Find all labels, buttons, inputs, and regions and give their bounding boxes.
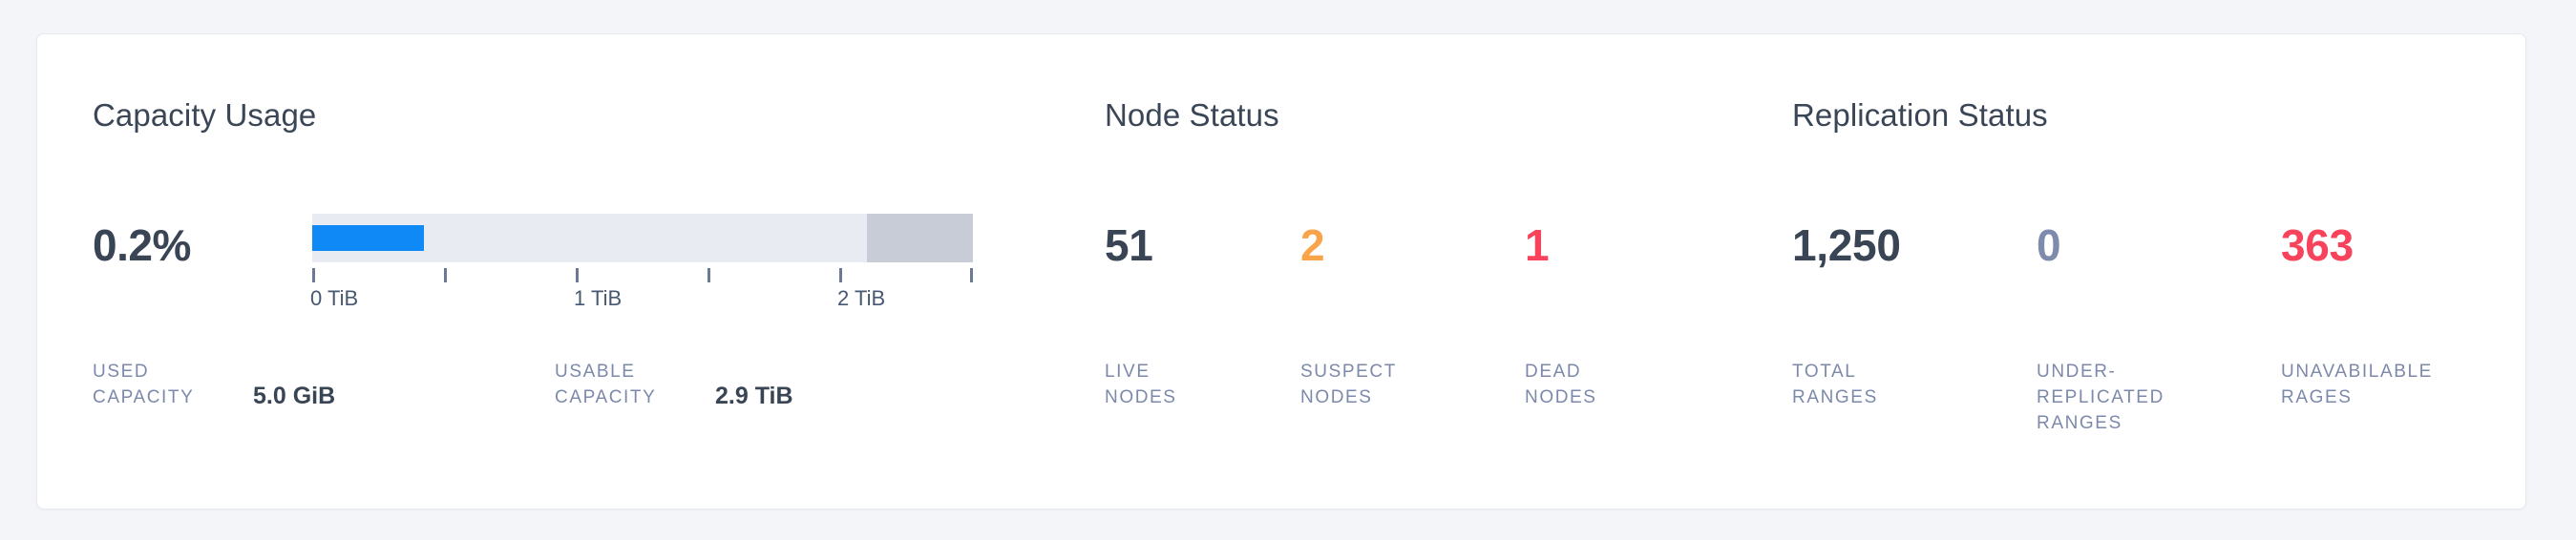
capacity-usage-bar: 0 TiB 1 TiB 2 TiB (310, 214, 973, 311)
replication-status-title: Replication Status (1792, 97, 2048, 133)
cluster-summary-card: Capacity Usage 0.2% (36, 33, 2526, 509)
axis-tick-label: 2 TiB (837, 286, 886, 310)
capacity-usage-stats: USED CAPACITY 5.0 GiB USABLE CAPACITY 2.… (93, 359, 1047, 473)
used-capacity-stat: USED CAPACITY 5.0 GiB (93, 359, 335, 410)
node-status-section: Node Status 51 2 1 LIVE NODES SUSPECT NO… (1070, 34, 1758, 509)
capacity-usage-metric-row: 0.2% 0 TiB (93, 214, 1047, 310)
capacity-bar-tick-labels: 0 TiB 1 TiB 2 TiB (310, 286, 973, 311)
capacity-usage-title: Capacity Usage (93, 97, 317, 133)
usable-capacity-value: 2.9 TiB (715, 383, 793, 409)
capacity-bar-reserved-segment (867, 214, 973, 262)
capacity-usage-percent: 0.2% (93, 220, 191, 270)
usable-capacity-stat: USABLE CAPACITY 2.9 TiB (555, 359, 793, 410)
axis-tick-label: 0 TiB (310, 286, 359, 310)
capacity-bar-used-fill (312, 225, 424, 251)
axis-tick-label: 1 TiB (574, 286, 623, 310)
under-replicated-ranges-label: UNDER- REPLICATED RANGES (2037, 362, 2164, 433)
axis-tick (312, 268, 315, 282)
axis-tick (839, 268, 842, 282)
axis-tick (707, 268, 710, 282)
total-ranges-label: TOTAL RANGES (1792, 362, 1878, 407)
suspect-nodes-label: SUSPECT NODES (1300, 362, 1397, 407)
live-nodes-value: 51 (1105, 220, 1153, 270)
axis-tick (444, 268, 447, 282)
live-nodes-label: LIVE NODES (1105, 362, 1177, 407)
capacity-usage-section: Capacity Usage 0.2% (58, 34, 1070, 509)
usable-capacity-label: USABLE CAPACITY (555, 362, 657, 407)
replication-status-section: Replication Status 1,250 0 363 TOTAL RAN… (1758, 34, 2522, 509)
under-replicated-ranges-value: 0 (2037, 220, 2061, 270)
unavailable-ranges-value: 363 (2281, 220, 2354, 270)
dead-nodes-label: DEAD NODES (1525, 362, 1597, 407)
unavailable-ranges-label: UNAVABILABLE RAGES (2281, 362, 2433, 407)
node-status-title: Node Status (1105, 97, 1279, 133)
used-capacity-label: USED CAPACITY (93, 362, 195, 407)
capacity-bar-track (312, 214, 973, 262)
dead-nodes-value: 1 (1525, 220, 1550, 270)
suspect-nodes-value: 2 (1300, 220, 1325, 270)
used-capacity-value: 5.0 GiB (253, 383, 336, 409)
axis-tick (970, 268, 973, 282)
capacity-bar-ticks (312, 268, 973, 282)
total-ranges-value: 1,250 (1792, 220, 1901, 270)
axis-tick (576, 268, 579, 282)
